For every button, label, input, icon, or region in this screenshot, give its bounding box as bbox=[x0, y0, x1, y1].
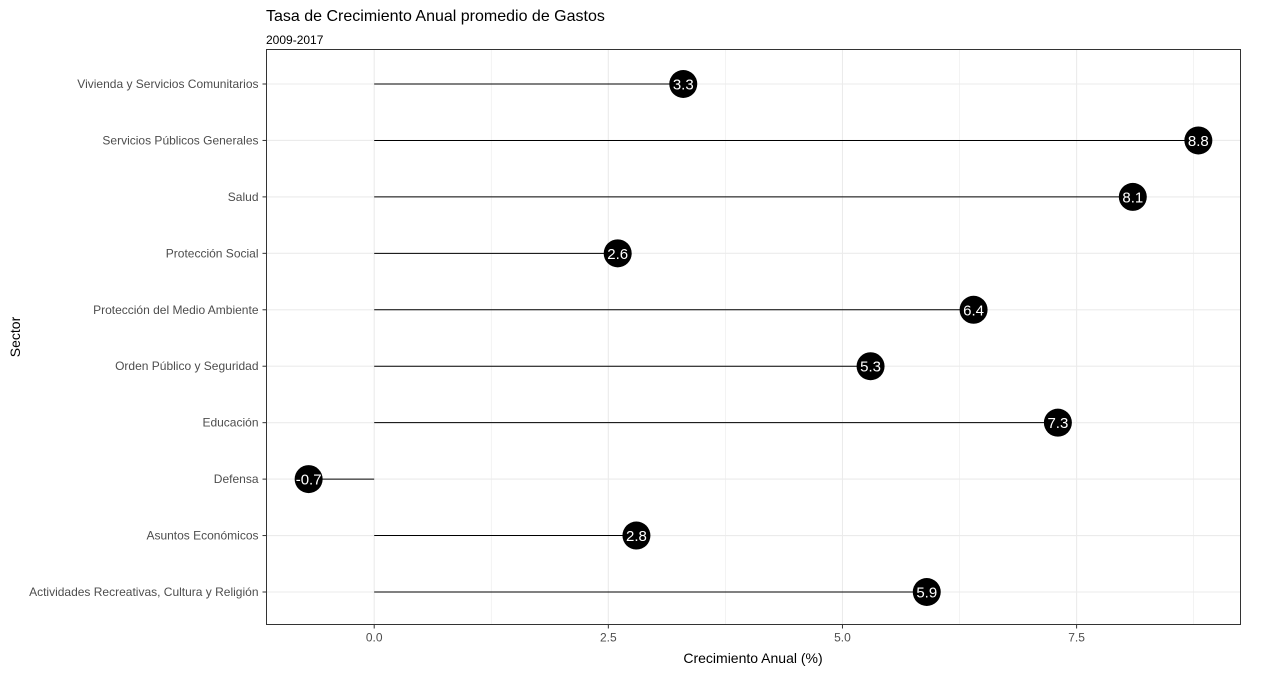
value-label: 8.1 bbox=[1122, 189, 1143, 206]
x-axis-title: Crecimiento Anual (%) bbox=[683, 650, 822, 666]
value-label: 7.3 bbox=[1047, 415, 1068, 432]
lollipop-segments bbox=[308, 83, 1199, 593]
y-tick-label: Orden Público y Seguridad bbox=[115, 359, 258, 373]
lollipop-point bbox=[912, 578, 941, 606]
x-tick-label: 5.0 bbox=[834, 631, 851, 645]
lollipop-point bbox=[1043, 408, 1072, 437]
value-label: 8.8 bbox=[1188, 133, 1209, 150]
lollipop-point bbox=[1118, 182, 1147, 211]
chart-title: Tasa de Crecimiento Anual promedio de Ga… bbox=[266, 8, 605, 25]
value-label: 5.9 bbox=[916, 585, 937, 602]
y-tick-label: Defensa bbox=[214, 472, 259, 486]
value-label: 2.6 bbox=[607, 246, 628, 263]
y-tick-label: Vivienda y Servicios Comunitarios bbox=[77, 77, 258, 91]
x-axis-ticks: 0.0 2.5 5.0 7.5 bbox=[366, 624, 1085, 645]
chart-subtitle: 2009-2017 bbox=[266, 33, 324, 47]
lollipop-point bbox=[1184, 126, 1213, 155]
y-tick-label: Servicios Públicos Generales bbox=[102, 133, 258, 147]
y-tick-label: Asuntos Económicos bbox=[146, 529, 258, 543]
y-axis-title: Sector bbox=[7, 316, 23, 357]
x-tick-label: 7.5 bbox=[1068, 631, 1085, 645]
grid-lines bbox=[266, 49, 1241, 625]
lollipop-points: 3.3 8.8 8.1 2.6 6.4 5.3 7.3 -0.7 2.8 5.9 bbox=[294, 70, 1213, 606]
lollipop-point bbox=[294, 465, 323, 494]
value-label: 3.3 bbox=[673, 77, 694, 94]
value-label: 5.3 bbox=[860, 359, 881, 376]
y-tick-label: Actividades Recreativas, Cultura y Relig… bbox=[29, 585, 258, 599]
x-tick-label: 2.5 bbox=[600, 631, 617, 645]
y-tick-label: Protección del Medio Ambiente bbox=[93, 303, 259, 317]
value-label: -0.7 bbox=[296, 472, 322, 489]
lollipop-point bbox=[603, 239, 632, 268]
y-tick-label: Salud bbox=[228, 190, 259, 204]
y-tick-label: Protección Social bbox=[166, 246, 259, 260]
value-label: 6.4 bbox=[963, 302, 984, 319]
y-tick-label: Educación bbox=[202, 416, 258, 430]
value-label: 2.8 bbox=[626, 528, 647, 545]
y-axis-ticks: Vivienda y Servicios Comunitarios Servici… bbox=[29, 77, 267, 599]
plot-panel-border bbox=[266, 49, 1241, 625]
lollipop-point bbox=[959, 295, 988, 324]
x-tick-label: 0.0 bbox=[366, 631, 383, 645]
lollipop-point bbox=[622, 521, 651, 550]
lollipop-point bbox=[669, 70, 698, 98]
lollipop-point bbox=[856, 352, 885, 381]
